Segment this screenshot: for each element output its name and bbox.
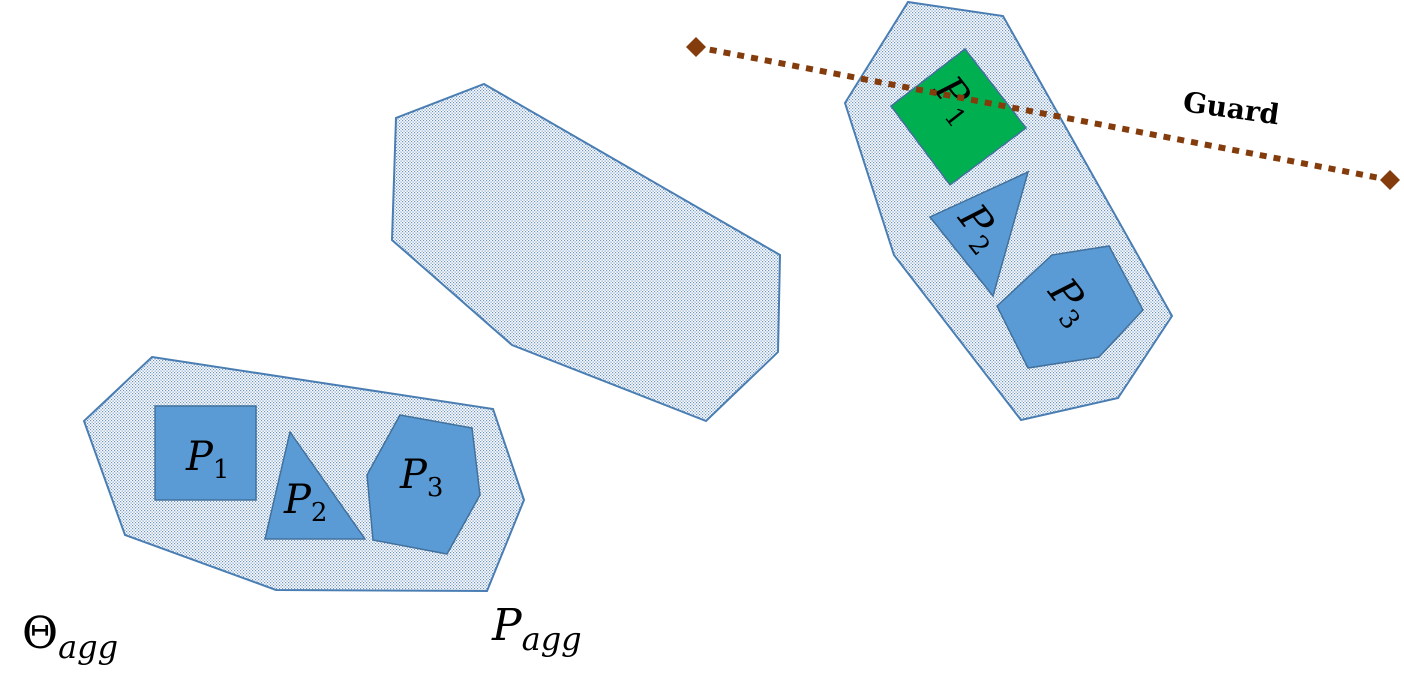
piece-p3-sub: 3 xyxy=(427,473,444,503)
piece-p1-square xyxy=(154,405,257,501)
piece-p3-pentagon xyxy=(366,414,481,555)
p-agg-sub: agg xyxy=(522,620,582,658)
piece-p1-sub: 1 xyxy=(213,455,230,485)
guard-line xyxy=(695,44,1391,183)
piece-p3-main: P xyxy=(399,452,428,498)
rotated-piece-p3-pentagon xyxy=(996,245,1144,369)
piece-p1-main: P xyxy=(185,434,214,480)
rotated-piece-p2-triangle xyxy=(928,170,1030,298)
piece-p1-label: P1 xyxy=(185,434,229,485)
piece-p2-sub: 2 xyxy=(311,498,328,528)
piece-p2-triangle xyxy=(264,430,367,540)
piece-p3-label: P3 xyxy=(399,452,443,503)
guard-label: Guard xyxy=(1181,85,1281,131)
theta-agg-label: Θagg xyxy=(22,608,118,666)
guard-endpoint-right-marker xyxy=(1380,170,1400,190)
piece-p2-main: P xyxy=(283,477,312,523)
rotated-piece-p1-highlighted xyxy=(889,47,1028,187)
theta-agg-main: Θ xyxy=(22,608,58,659)
p-agg-main: P xyxy=(491,600,523,651)
aggregation-hull-middle xyxy=(390,82,782,423)
piece-p2-label: P2 xyxy=(283,477,327,528)
guard-endpoint-left-marker xyxy=(686,37,706,57)
theta-agg-sub: agg xyxy=(58,628,118,666)
p-agg-label: Pagg xyxy=(491,600,582,658)
